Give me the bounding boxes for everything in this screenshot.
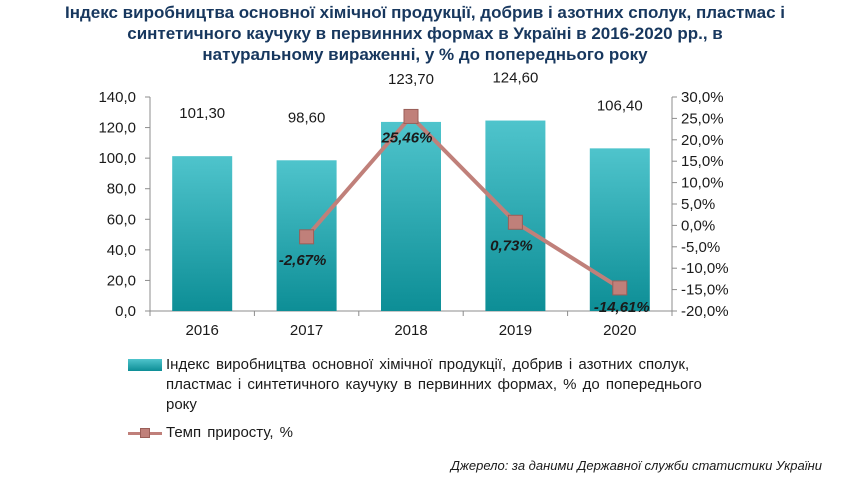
y-left-tick-label: 40,0 [107, 242, 136, 259]
growth-point-2018 [403, 108, 419, 124]
legend-item-growth: Темп приросту, % [128, 423, 728, 443]
y-left-tick-label: 0,0 [115, 303, 136, 320]
legend-item-index: Індекс виробництва основної хімічної про… [128, 355, 728, 415]
x-tick-label: 2020 [603, 322, 636, 339]
growth-point-2019 [507, 214, 523, 230]
x-tick-label: 2019 [499, 322, 532, 339]
y-right-tick-label: 25,0% [681, 110, 724, 127]
x-tick-label: 2016 [186, 322, 219, 339]
y-left-tick-label: 140,0 [98, 89, 136, 106]
y-right-tick-label: -15,0% [681, 282, 729, 299]
growth-point-2017 [299, 229, 315, 245]
y-left-tick-label: 120,0 [98, 120, 136, 137]
growth-line [305, 114, 621, 290]
y-right-tick-label: 10,0% [681, 175, 724, 192]
y-right-tick-label: 0,0% [681, 217, 715, 234]
y-right-tick-label: -10,0% [681, 260, 729, 277]
legend-label-index: Індекс виробництва основної хімічної про… [166, 356, 702, 413]
growth-value-label: -14,61% [594, 299, 650, 316]
legend-swatch-bar [128, 359, 162, 371]
y-right-tick-label: 5,0% [681, 196, 715, 213]
bar-value-label: 101,30 [179, 105, 225, 122]
bar-value-label: 106,40 [597, 97, 643, 114]
chart-title: Індекс виробництва основної хімічної про… [64, 3, 785, 64]
source-note: Джерело: за даними Державної служби стат… [450, 458, 822, 473]
growth-point-2020 [612, 280, 628, 296]
legend-swatch-line [128, 423, 162, 443]
legend-label-growth: Темп приросту, % [166, 424, 294, 441]
bar-2016 [172, 156, 233, 311]
y-left-tick-label: 60,0 [107, 211, 136, 228]
bar-2018 [381, 121, 441, 311]
bar-value-label: 124,60 [492, 70, 538, 87]
y-right-tick-label: 20,0% [681, 132, 724, 149]
y-left-tick-label: 20,0 [107, 272, 136, 289]
combo-chart: 0,0 20,0 40,0 60,0 80,0 100,0 120,0 140,0 -20,0%… [98, 70, 729, 339]
y-right-tick-label: 30,0% [681, 89, 724, 106]
legend: Індекс виробництва основної хімічної про… [128, 355, 728, 443]
growth-value-label: 25,46% [381, 129, 433, 146]
y-right-tick-label: 15,0% [681, 153, 724, 170]
y-left-tick-label: 80,0 [107, 181, 136, 198]
x-tick-label: 2017 [290, 322, 323, 339]
bar-value-label: 98,60 [288, 109, 326, 126]
growth-value-label: 0,73% [490, 237, 533, 254]
growth-value-label: -2,67% [279, 252, 327, 269]
bar-value-label: 123,70 [388, 71, 434, 88]
y-right-tick-label: -20,0% [681, 303, 729, 320]
x-tick-label: 2018 [394, 322, 427, 339]
y-left-tick-label: 100,0 [98, 150, 136, 167]
y-right-tick-label: -5,0% [681, 239, 720, 256]
